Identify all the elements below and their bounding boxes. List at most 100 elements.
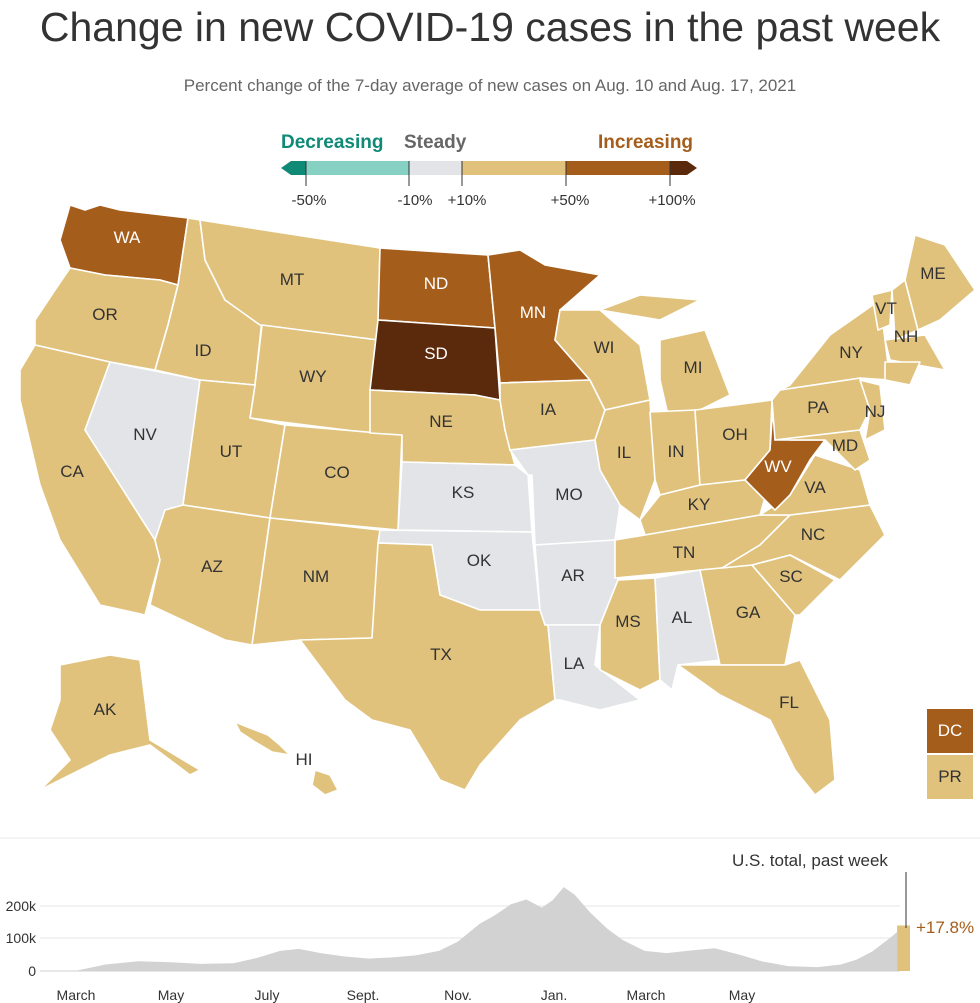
x-tick-label: Nov. xyxy=(444,987,472,1003)
state-hi-islands[interactable] xyxy=(234,721,291,756)
state-label-vt: VT xyxy=(875,299,897,318)
y-tick-label: 0 xyxy=(28,963,36,979)
state-la[interactable] xyxy=(544,624,641,711)
state-label-in: IN xyxy=(668,442,685,461)
state-label-al: AL xyxy=(672,608,693,627)
y-tick-label: 200k xyxy=(6,898,37,914)
x-tick-label: May xyxy=(729,987,755,1003)
legend-swatch-steady xyxy=(409,161,462,175)
legend-swatch-increasing-50 xyxy=(566,161,670,175)
state-label-md: MD xyxy=(832,436,858,455)
legend-bar xyxy=(281,161,697,186)
state-label-mn: MN xyxy=(520,303,546,322)
page-subtitle: Percent change of the 7-day average of n… xyxy=(183,76,797,95)
state-md[interactable] xyxy=(774,429,871,471)
x-tick-label: Sept. xyxy=(347,987,380,1003)
state-hi[interactable] xyxy=(311,769,339,796)
state-label-ne: NE xyxy=(429,412,453,431)
dc-square[interactable]: DC xyxy=(927,709,973,753)
legend-tick: -50% xyxy=(291,192,327,209)
state-label-fl: FL xyxy=(779,693,799,712)
state-label-tn: TN xyxy=(673,543,696,562)
legend-increasing-label: Increasing xyxy=(598,132,694,153)
state-nj[interactable] xyxy=(859,379,886,441)
x-tick-label: Jan. xyxy=(541,987,567,1003)
state-label-ut: UT xyxy=(220,442,243,461)
state-label-ks: KS xyxy=(452,483,475,502)
state-label-me: ME xyxy=(920,264,946,283)
state-nc[interactable] xyxy=(721,504,886,581)
legend-swatch-increasing xyxy=(462,161,566,175)
legend-swatch-increasing-100 xyxy=(670,161,697,175)
x-tick-label: July xyxy=(255,987,280,1003)
state-label-il: IL xyxy=(617,443,631,462)
state-label-wy: WY xyxy=(299,367,326,386)
state-label-va: VA xyxy=(804,478,826,497)
legend-tick: +100% xyxy=(648,192,696,209)
state-ct-ri[interactable] xyxy=(884,361,921,386)
states-layer xyxy=(19,204,976,796)
state-label-ok: OK xyxy=(467,551,492,570)
state-label-mi: MI xyxy=(684,358,703,377)
state-ks[interactable] xyxy=(397,461,533,533)
state-label-oh: OH xyxy=(722,425,748,444)
legend-swatch-decreasing-dark xyxy=(281,161,306,175)
state-tx[interactable] xyxy=(299,542,556,791)
legend-tick: +50% xyxy=(550,192,590,209)
state-ak[interactable] xyxy=(39,654,201,791)
chart-title: U.S. total, past week xyxy=(732,851,888,870)
state-label-ga: GA xyxy=(736,603,761,622)
state-label-wi: WI xyxy=(594,338,615,357)
state-wy[interactable] xyxy=(249,324,379,434)
state-label-ca: CA xyxy=(60,462,84,481)
chart-annotation: +17.8% xyxy=(916,918,975,937)
state-label-az: AZ xyxy=(201,557,223,576)
state-label-ky: KY xyxy=(688,495,711,514)
state-label-pa: PA xyxy=(807,398,829,417)
state-label-ar: AR xyxy=(561,566,585,585)
legend-steady-label: Steady xyxy=(404,132,467,153)
state-label-or: OR xyxy=(92,305,118,324)
state-vt[interactable] xyxy=(871,289,893,331)
x-tick-label: March xyxy=(627,987,666,1003)
state-ny[interactable] xyxy=(779,299,891,391)
state-label-nh: NH xyxy=(894,327,919,346)
state-label-id: ID xyxy=(195,341,212,360)
state-label-hi: HI xyxy=(296,750,313,769)
mini-chart: 200k 100k 0 March May July Sept. Nov. Ja… xyxy=(6,872,910,1003)
state-label-nv: NV xyxy=(133,425,157,444)
past-week-highlight-bar xyxy=(897,925,910,971)
state-mi-up[interactable] xyxy=(599,294,701,321)
state-label-nc: NC xyxy=(801,525,826,544)
y-tick-label: 100k xyxy=(6,930,37,946)
state-labels: WA OR CA NV ID MT WY UT AZ CO NM ND SD N… xyxy=(60,228,946,769)
x-tick-label: May xyxy=(158,987,184,1003)
legend-tick: +10% xyxy=(447,192,487,209)
state-label-sd: SD xyxy=(424,344,448,363)
state-label-sc: SC xyxy=(779,567,803,586)
state-label-nd: ND xyxy=(424,274,449,293)
state-fl[interactable] xyxy=(677,659,836,796)
legend-decreasing-label: Decreasing xyxy=(281,132,384,153)
page-title: Change in new COVID-19 cases in the past… xyxy=(39,4,941,50)
state-label-la: LA xyxy=(564,654,585,673)
state-label-ia: IA xyxy=(540,400,557,419)
state-label-nm: NM xyxy=(303,567,329,586)
state-label-tx: TX xyxy=(430,645,452,664)
state-label-mo: MO xyxy=(555,485,582,504)
legend-swatch-decreasing xyxy=(306,161,409,175)
pr-square[interactable]: PR xyxy=(927,755,973,799)
state-label-ny: NY xyxy=(839,343,863,362)
x-tick-label: March xyxy=(57,987,96,1003)
state-me[interactable] xyxy=(904,234,976,331)
state-label-wv: WV xyxy=(764,457,792,476)
state-label-nj: NJ xyxy=(865,402,886,421)
state-label-ms: MS xyxy=(615,612,641,631)
legend-tick: -10% xyxy=(397,192,433,209)
state-label-wa: WA xyxy=(114,228,141,247)
state-label-ak: AK xyxy=(94,700,117,719)
us-cases-area xyxy=(76,887,898,971)
state-label-co: CO xyxy=(324,463,350,482)
state-label-mt: MT xyxy=(280,270,305,289)
